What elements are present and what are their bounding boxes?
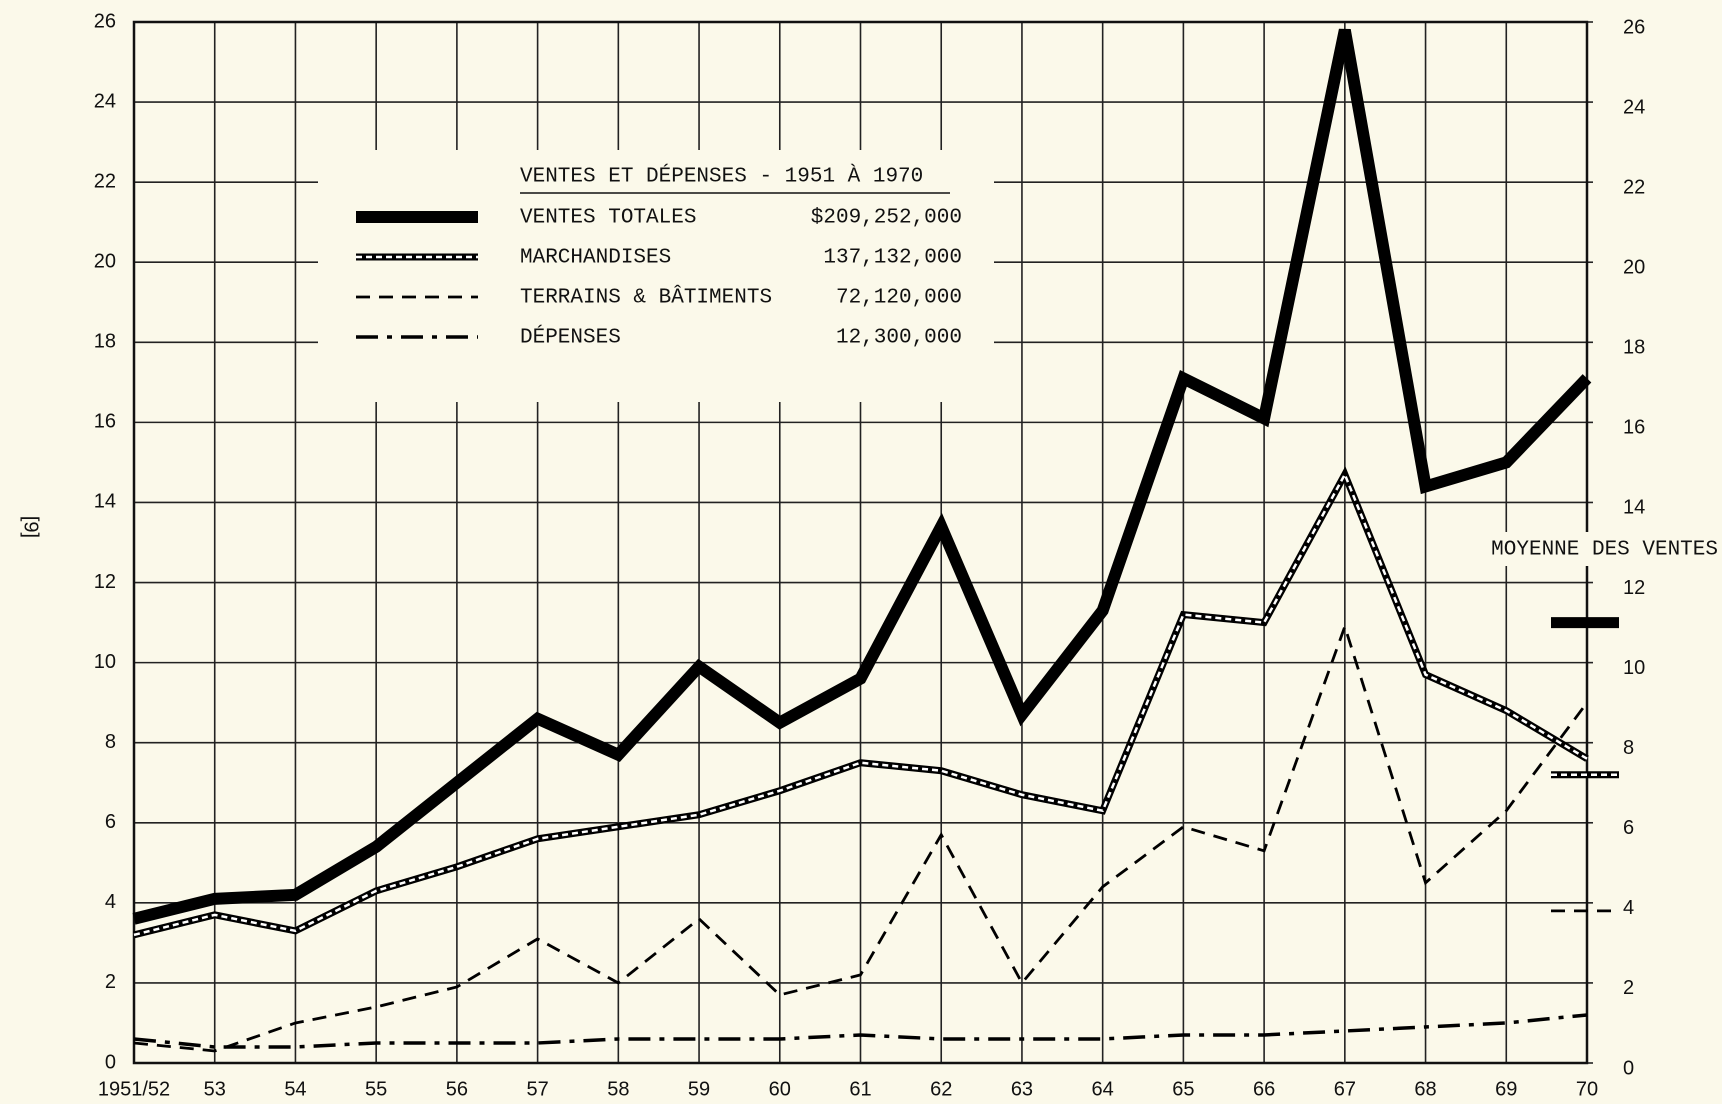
- y2-tick-label: 10: [1623, 657, 1645, 679]
- y2-tick-label: 24: [1623, 96, 1645, 118]
- y-tick-label: 26: [94, 10, 116, 32]
- x-tick-label: 68: [1414, 1078, 1436, 1100]
- average-label-bg: [1466, 532, 1720, 566]
- y-tick-label: 14: [94, 491, 116, 513]
- y-tick-label: 4: [105, 891, 116, 913]
- x-tick-label: 55: [365, 1078, 387, 1100]
- x-tick-label: 65: [1172, 1078, 1194, 1100]
- legend: VENTES ET DÉPENSES - 1951 À 1970 VENTES T…: [318, 150, 994, 402]
- x-tick-label: 58: [607, 1078, 629, 1100]
- x-tick-label: 67: [1334, 1078, 1356, 1100]
- y2-tick-label: 6: [1623, 817, 1634, 839]
- legend-total: 72,120,000: [836, 287, 962, 310]
- legend-total: 12,300,000: [836, 327, 962, 350]
- y2-tick-label: 2: [1623, 977, 1634, 999]
- series-line: [133, 626, 1589, 1053]
- y-tick-label: 22: [94, 170, 116, 192]
- page-label: [9]: [20, 516, 42, 538]
- x-tick-label: 1951/52: [98, 1078, 170, 1100]
- x-tick-label: 56: [446, 1078, 468, 1100]
- y2-tick-label: 16: [1623, 417, 1645, 439]
- x-tick-label: 64: [1092, 1078, 1114, 1100]
- y2-tick-label: 0: [1623, 1057, 1634, 1079]
- y2-tick-label: 22: [1623, 176, 1645, 198]
- legend-title: VENTES ET DÉPENSES - 1951 À 1970: [520, 165, 923, 189]
- y2-tick-label: 4: [1623, 897, 1634, 919]
- x-tick-label: 59: [688, 1078, 710, 1100]
- y2-tick-label: 12: [1623, 577, 1645, 599]
- x-tick-label: 60: [769, 1078, 791, 1100]
- x-tick-label: 54: [284, 1078, 306, 1100]
- legend-label: DÉPENSES: [520, 326, 621, 350]
- y-tick-label: 10: [94, 651, 116, 673]
- y2-tick-label: 18: [1623, 337, 1645, 359]
- series-line: [132, 28, 1592, 925]
- series-line: [133, 1013, 1588, 1049]
- series-line-stripe: [133, 471, 1588, 937]
- y-tick-label: 6: [105, 811, 116, 833]
- y-tick-label: 24: [94, 90, 116, 112]
- y-tick-label: 20: [94, 251, 116, 273]
- legend-label: VENTES TOTALES: [520, 207, 696, 230]
- x-tick-label: 61: [849, 1078, 871, 1100]
- y-tick-label: 8: [105, 731, 116, 753]
- legend-total: $209,252,000: [811, 207, 962, 230]
- x-tick-label: 62: [930, 1078, 952, 1100]
- y-tick-label: 12: [94, 571, 116, 593]
- y-tick-label: 16: [94, 411, 116, 433]
- x-tick-label: 57: [526, 1078, 548, 1100]
- x-tick-label: 70: [1576, 1078, 1598, 1100]
- y2-tick-label: 20: [1623, 257, 1645, 279]
- x-tick-label: 63: [1011, 1078, 1033, 1100]
- legend-box: [318, 150, 994, 402]
- y2-tick-label: 26: [1623, 16, 1645, 38]
- y2-tick-label: 14: [1623, 497, 1645, 519]
- average-label: MOYENNE DES VENTES: [1491, 539, 1718, 562]
- y-tick-label: 0: [105, 1051, 116, 1073]
- legend-label: TERRAINS & BÂTIMENTS: [520, 286, 772, 310]
- y2-tick-label: 8: [1623, 737, 1634, 759]
- x-tick-label: 66: [1253, 1078, 1275, 1100]
- y-tick-label: 18: [94, 331, 116, 353]
- y-tick-label: 2: [105, 971, 116, 993]
- x-tick-label: 69: [1495, 1078, 1517, 1100]
- legend-total: 137,132,000: [823, 247, 962, 270]
- x-tick-label: 53: [204, 1078, 226, 1100]
- legend-label: MARCHANDISES: [520, 247, 671, 270]
